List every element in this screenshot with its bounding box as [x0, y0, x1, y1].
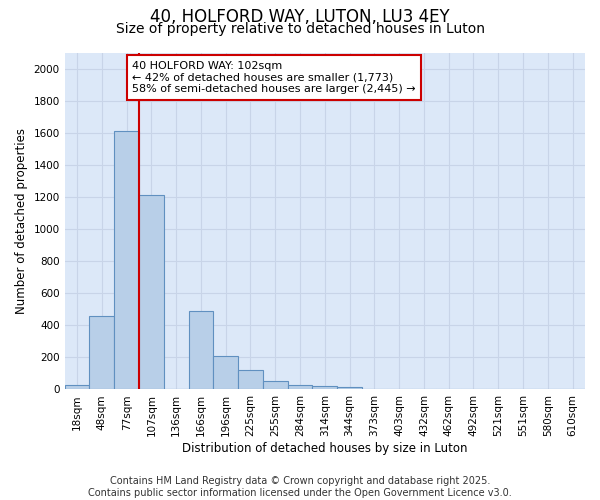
- Text: 40, HOLFORD WAY, LUTON, LU3 4EY: 40, HOLFORD WAY, LUTON, LU3 4EY: [150, 8, 450, 26]
- Bar: [313, 386, 337, 390]
- Bar: [263, 382, 287, 390]
- Bar: [287, 386, 313, 390]
- Bar: [337, 387, 362, 390]
- Text: Contains HM Land Registry data © Crown copyright and database right 2025.
Contai: Contains HM Land Registry data © Crown c…: [88, 476, 512, 498]
- Bar: [114, 131, 139, 390]
- Bar: [89, 316, 114, 390]
- Bar: [139, 196, 164, 390]
- X-axis label: Distribution of detached houses by size in Luton: Distribution of detached houses by size …: [182, 442, 467, 455]
- Y-axis label: Number of detached properties: Number of detached properties: [15, 128, 28, 314]
- Text: Size of property relative to detached houses in Luton: Size of property relative to detached ho…: [115, 22, 485, 36]
- Bar: [65, 384, 89, 390]
- Bar: [214, 356, 238, 390]
- Bar: [188, 311, 214, 390]
- Text: 40 HOLFORD WAY: 102sqm
← 42% of detached houses are smaller (1,773)
58% of semi-: 40 HOLFORD WAY: 102sqm ← 42% of detached…: [133, 61, 416, 94]
- Bar: [238, 370, 263, 390]
